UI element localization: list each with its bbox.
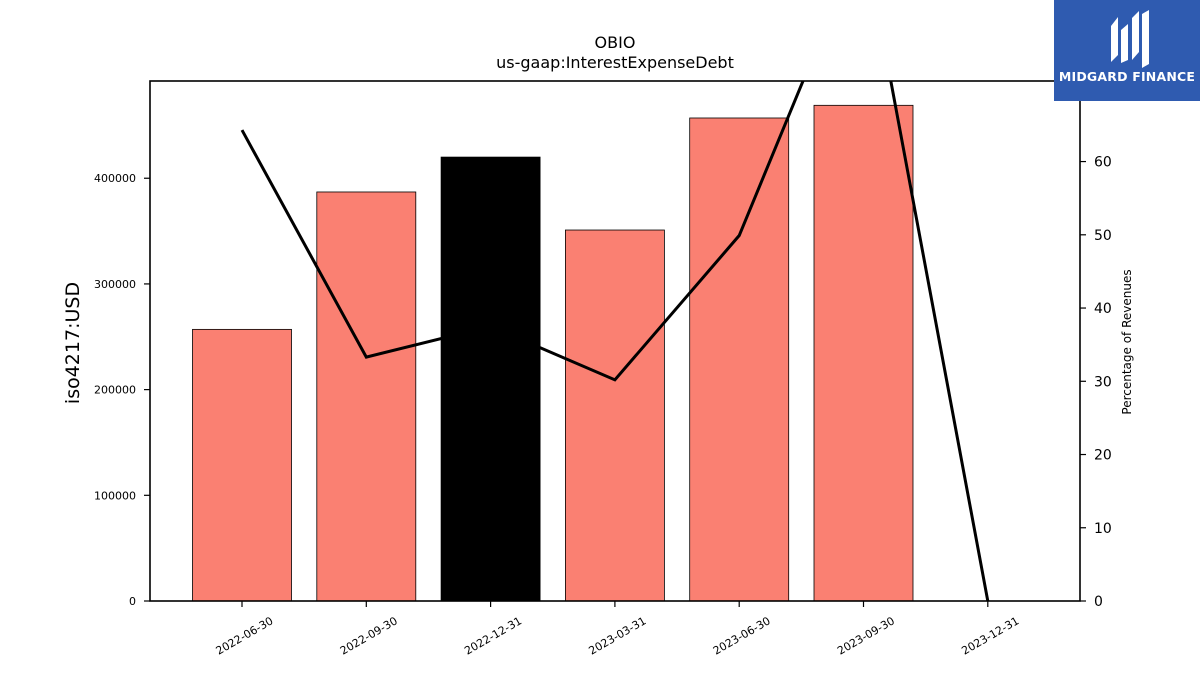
y-tick-label: 100000 — [94, 489, 136, 502]
y-tick-label: 0 — [129, 595, 136, 608]
x-tick-label: 2023-03-31 — [587, 614, 649, 657]
chart-subtitle: us-gaap:InterestExpenseDebt — [496, 53, 734, 72]
y2-tick-label: 10 — [1094, 521, 1112, 537]
y2-tick-label: 40 — [1094, 301, 1112, 317]
bar-2022-12-31 — [440, 156, 541, 602]
y-tick-label: 200000 — [94, 384, 136, 397]
y2-tick-label: 0 — [1094, 594, 1103, 610]
y-tick-label: 400000 — [94, 172, 136, 185]
bar-2023-06-30 — [689, 117, 790, 602]
x-tick-label: 2022-12-31 — [462, 614, 524, 657]
y2-tick-label: 60 — [1094, 155, 1112, 171]
x-tick-label: 2023-12-31 — [959, 614, 1021, 657]
bar-2022-09-30 — [316, 191, 417, 602]
bar-2023-09-30 — [813, 104, 914, 602]
bar-2022-06-30 — [192, 328, 292, 602]
y2-tick-label: 20 — [1094, 448, 1112, 464]
logo-mark-icon — [1111, 10, 1149, 68]
y2-axis-label: Percentage of Revenues — [1120, 269, 1134, 414]
y2-tick-label: 50 — [1094, 228, 1112, 244]
x-tick-label: 2023-06-30 — [711, 614, 773, 657]
chart-title: OBIO — [595, 33, 636, 52]
revenue-percentage-line — [240, 81, 990, 601]
x-tick-label: 2022-06-30 — [214, 614, 276, 657]
y-axis-label: iso4217:USD — [62, 282, 84, 404]
y-tick-label: 300000 — [94, 278, 136, 291]
brand-logo: MIDGARD FINANCE — [1054, 0, 1200, 101]
bar-2023-03-31 — [565, 229, 665, 602]
x-tick-label: 2023-09-30 — [835, 614, 897, 657]
x-tick-label: 2022-09-30 — [338, 614, 400, 657]
logo-name: MIDGARD FINANCE — [1058, 69, 1196, 84]
y2-tick-label: 30 — [1094, 374, 1112, 390]
